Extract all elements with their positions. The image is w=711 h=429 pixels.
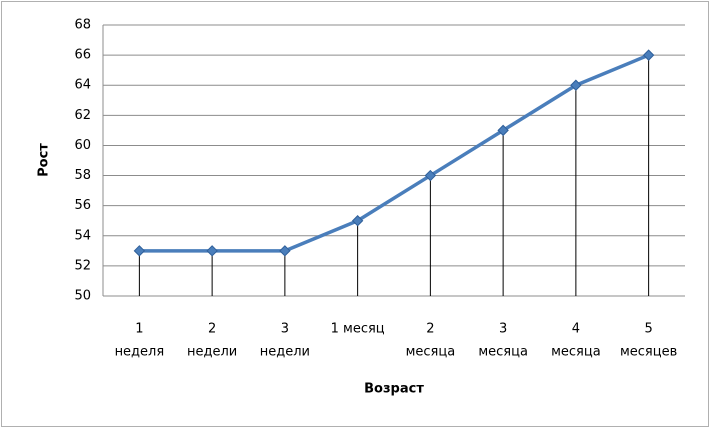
point-marker: [133, 245, 146, 257]
x-tick-label: 3: [281, 322, 289, 337]
y-tick-label: 50: [74, 289, 91, 304]
y-tick-label: 64: [74, 78, 91, 93]
x-axis-label: Возраст: [364, 382, 424, 397]
x-tick-label: месяцев: [620, 345, 677, 360]
y-tick-label: 60: [74, 138, 91, 153]
y-tick-label: 66: [74, 48, 91, 63]
x-tick-label: недели: [187, 345, 237, 360]
point-marker: [206, 245, 218, 257]
x-tick-label: 3: [499, 322, 507, 337]
x-tick-label: месяца: [551, 345, 601, 360]
x-tick-label: 5: [644, 322, 652, 337]
x-tick-label: недели: [260, 345, 310, 360]
x-tick-label: месяца: [406, 345, 456, 360]
y-tick-label: 68: [74, 18, 91, 33]
series-line: [139, 53, 650, 253]
x-tick-label: 1 месяц: [331, 322, 385, 337]
y-tick-label: 56: [74, 198, 91, 213]
point-marker: [497, 124, 509, 137]
y-tick-label: 58: [74, 168, 91, 183]
y-tick-label: 54: [74, 228, 91, 243]
x-tick-label: 2: [426, 322, 434, 337]
y-tick-label: 62: [74, 108, 91, 123]
x-tick-label: 2: [208, 322, 216, 337]
point-marker: [351, 215, 364, 227]
point-marker: [642, 49, 655, 61]
x-tick-label: 4: [572, 322, 580, 337]
y-axis-label: Рост: [37, 143, 52, 177]
x-tick-label: месяца: [478, 345, 528, 360]
x-tick-label: 1: [135, 322, 143, 337]
x-tick-label: неделя: [115, 345, 165, 360]
point-marker: [424, 169, 437, 182]
point-marker: [279, 245, 291, 257]
point-marker: [570, 79, 582, 91]
y-tick-label: 52: [74, 258, 91, 273]
